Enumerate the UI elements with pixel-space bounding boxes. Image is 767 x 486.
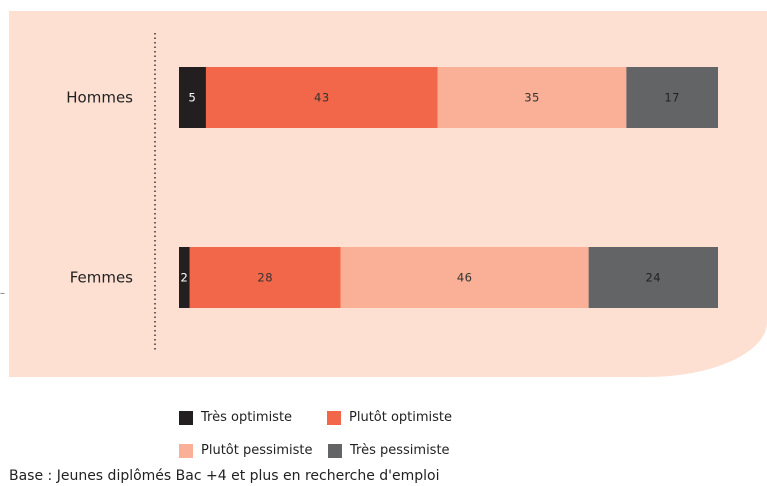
value-label-hommes-series-1: 5	[189, 91, 197, 105]
bar-femmes-series-2	[189, 247, 341, 308]
bars-layer: Hommes 5 43 35 17 Femmes 2 28 46 24	[66, 67, 718, 308]
bar-hommes-series-2	[205, 67, 438, 128]
value-label-femmes-series-1: 2	[180, 271, 188, 285]
side-tick-mark: –	[0, 288, 5, 299]
category-label-femmes: Femmes	[70, 269, 133, 287]
bar-femmes-series-1	[179, 247, 190, 308]
bar-hommes-series-1	[179, 67, 206, 128]
value-label-femmes-series-3: 46	[457, 271, 473, 285]
value-label-hommes-series-2: 43	[314, 91, 330, 105]
bar-femmes-series-3	[340, 247, 589, 308]
value-label-hommes-series-3: 35	[524, 91, 540, 105]
base-note: Base : Jeunes diplômés Bac +4 et plus en…	[9, 468, 440, 484]
bar-femmes-series-4	[588, 247, 718, 308]
bar-hommes-series-4	[626, 67, 718, 128]
bar-hommes-series-3	[437, 67, 627, 128]
value-label-hommes-series-4: 17	[664, 91, 680, 105]
value-label-femmes-series-2: 28	[257, 271, 273, 285]
category-label-hommes: Hommes	[66, 89, 133, 107]
value-label-femmes-series-4: 24	[645, 271, 661, 285]
